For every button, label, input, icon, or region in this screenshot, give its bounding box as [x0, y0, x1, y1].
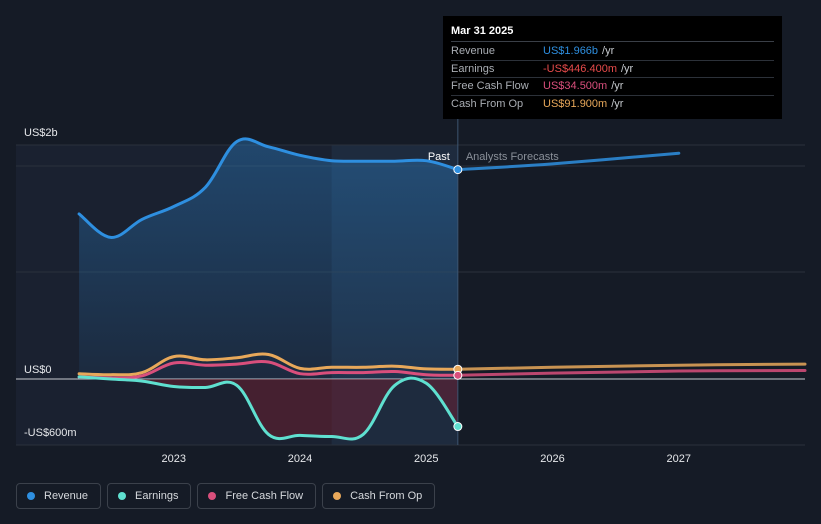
x-tick-label: 2023 — [162, 453, 186, 465]
tooltip-label: Free Cash Flow — [451, 80, 529, 92]
x-tick-label: 2026 — [540, 453, 564, 465]
legend-dot-icon — [208, 492, 217, 500]
revenue-line-past — [77, 137, 460, 239]
tooltip-label: Earnings — [451, 62, 495, 75]
revenue-area — [79, 138, 458, 379]
legend-item-free-cash-flow[interactable]: Free Cash Flow — [197, 483, 317, 509]
legend: Revenue Earnings Free Cash Flow Cash Fro… — [16, 483, 436, 509]
legend-dot-icon — [118, 492, 127, 500]
legend-dot-icon — [333, 492, 342, 500]
y-tick-label: US$0 — [24, 364, 52, 376]
y-tick-label: US$2b — [24, 127, 58, 139]
earnings-area — [79, 376, 458, 440]
x-tick-label: 2025 — [414, 453, 438, 465]
tooltip-value: -US$446.400m — [543, 62, 617, 75]
free-cash-flow-line-past — [77, 359, 460, 380]
tooltip-row-cash-from-op: Cash From Op US$91.900m /yr — [451, 96, 774, 113]
free-cash-flow-marker — [453, 370, 463, 380]
free-cash-flow-line-forecast — [456, 369, 807, 377]
tooltip-unit: /yr — [611, 97, 624, 110]
x-axis-labels: 2023 2024 2025 2026 2027 — [162, 453, 691, 465]
revenue-line-forecast — [456, 151, 681, 172]
tooltip-label: Cash From Op — [451, 97, 524, 110]
y-tick-label: -US$600m — [24, 427, 77, 439]
tooltip-row-free-cash-flow: Free Cash Flow US$34.500m /yr — [451, 78, 774, 96]
tooltip-unit: /yr — [621, 62, 634, 75]
tooltip-row-earnings: Earnings -US$446.400m /yr — [451, 61, 774, 78]
series-areas — [79, 138, 458, 440]
legend-label: Earnings — [135, 490, 179, 502]
tooltip-unit: /yr — [611, 80, 624, 92]
tooltip-value: US$34.500m — [543, 80, 608, 92]
legend-item-revenue[interactable]: Revenue — [16, 483, 102, 509]
legend-item-cash-from-op[interactable]: Cash From Op — [322, 483, 436, 509]
legend-item-earnings[interactable]: Earnings — [107, 483, 192, 509]
tooltip-date: Mar 31 2025 — [451, 24, 774, 42]
earnings-marker — [453, 422, 463, 432]
x-tick-label: 2024 — [288, 453, 312, 465]
revenue-marker — [453, 165, 463, 175]
tooltip-value: US$91.900m — [543, 97, 608, 110]
cash-from-op-line-forecast — [456, 362, 807, 371]
legend-dot-icon — [27, 492, 35, 500]
tooltip-row-revenue: Revenue US$1.966b /yr — [451, 43, 774, 61]
tooltip-value: US$1.966b — [543, 45, 599, 57]
forecast-label: Analysts Forecasts — [466, 151, 559, 163]
y-axis-labels: US$2b US$0 -US$600m — [24, 127, 77, 439]
legend-label: Free Cash Flow — [225, 490, 304, 502]
legend-label: Cash From Op — [350, 490, 423, 502]
tooltip-unit: /yr — [602, 45, 615, 57]
earnings-line-past — [77, 375, 460, 441]
series-markers — [453, 165, 463, 432]
tooltip-label: Revenue — [451, 45, 496, 57]
tooltip: Mar 31 2025 Revenue US$1.966b /yr Earnin… — [443, 16, 782, 119]
legend-label: Revenue — [44, 490, 89, 502]
past-label: Past — [428, 151, 450, 163]
x-tick-label: 2027 — [667, 453, 691, 465]
series-lines — [77, 137, 807, 441]
cash-from-op-line-past — [77, 352, 460, 377]
